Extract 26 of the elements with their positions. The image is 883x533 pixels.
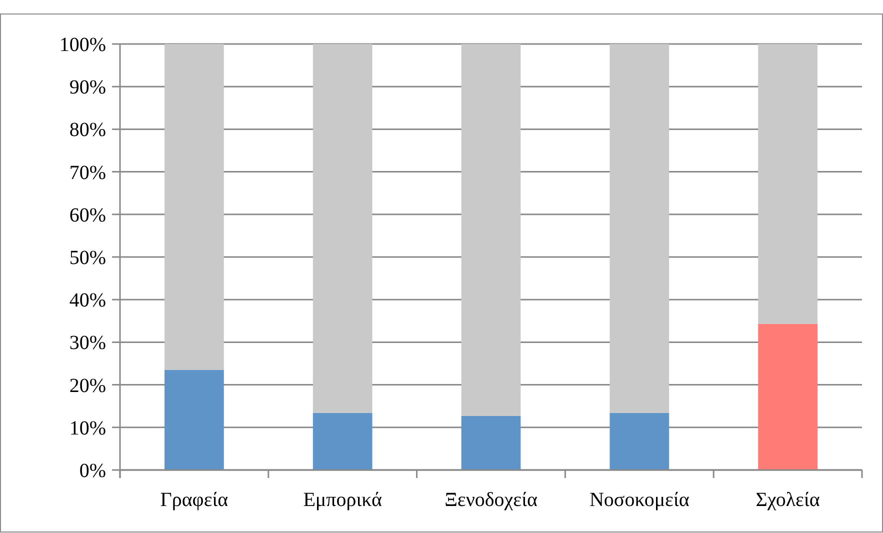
bar	[312, 412, 372, 470]
y-tick-label: 80%	[69, 119, 106, 142]
bar	[164, 370, 224, 470]
bar	[461, 416, 521, 470]
y-tick-label: 100%	[59, 34, 106, 56]
y-tick-label: 70%	[69, 162, 106, 184]
bar	[164, 44, 224, 370]
y-tick-label: 50%	[69, 247, 106, 269]
bar	[758, 44, 818, 324]
y-tick-label: 10%	[69, 417, 106, 440]
x-tick-label: Εμπορικά	[303, 489, 383, 511]
bar	[312, 44, 372, 413]
x-tick-label: Νοσοκομεία	[589, 489, 690, 511]
bar	[461, 44, 521, 416]
y-tick-label: 20%	[69, 374, 106, 397]
x-tick-label: Γραφεία	[160, 489, 229, 511]
x-tick-label: Σχολεία	[756, 489, 820, 511]
y-tick-label: 0%	[79, 460, 106, 482]
bar	[758, 324, 818, 470]
bar	[610, 44, 670, 413]
y-tick-label: 40%	[69, 290, 106, 312]
bar	[610, 412, 670, 470]
y-tick-label: 90%	[69, 76, 106, 99]
y-tick-label: 60%	[69, 204, 106, 226]
x-tick-label: Ξενοδοχεία	[444, 489, 538, 511]
y-tick-label: 30%	[69, 332, 106, 354]
